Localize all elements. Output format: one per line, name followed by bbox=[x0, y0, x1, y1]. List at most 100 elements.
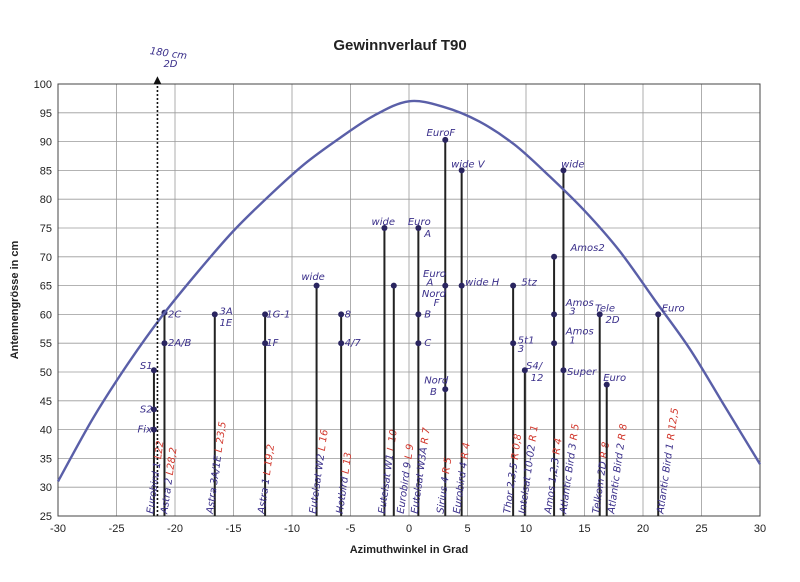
y-tick-label: 25 bbox=[40, 511, 52, 523]
annotation: 3A bbox=[219, 307, 232, 318]
y-axis-label: Antennengrösse in cm bbox=[9, 240, 21, 359]
antenna-point bbox=[211, 311, 218, 318]
antenna-point bbox=[458, 282, 465, 289]
x-tick-label: -30 bbox=[50, 523, 66, 535]
satellite-label: Atlantic Bird 3 R 5 bbox=[558, 423, 582, 515]
antenna-point bbox=[415, 340, 422, 347]
annotation: A bbox=[426, 278, 434, 289]
y-tick-label: 30 bbox=[40, 482, 52, 494]
annotation: 1 bbox=[569, 335, 575, 346]
x-tick-label: 0 bbox=[406, 523, 412, 535]
antenna-point bbox=[390, 282, 397, 289]
annotation: 1G-1 bbox=[266, 309, 290, 320]
y-tick-label: 95 bbox=[40, 108, 52, 120]
satellite-label: Astra 3A/1E L 23,5 bbox=[205, 421, 229, 515]
annotation: A bbox=[423, 229, 431, 240]
satellite-label: Eutelsat W2 L 16 bbox=[308, 429, 331, 515]
antenna-point bbox=[603, 381, 610, 388]
antenna-point bbox=[551, 340, 558, 347]
antenna-point bbox=[560, 367, 567, 374]
tick-labels: -30 -25 -20 -15 -10 -5 0 5 10 15 20 25 30 25 30 35 40 45 5… bbox=[34, 79, 766, 535]
antenna-point bbox=[150, 426, 157, 433]
annotation: EuroF bbox=[427, 128, 456, 139]
y-tick-label: 50 bbox=[40, 367, 52, 379]
plot-frame bbox=[57, 83, 761, 517]
antenna-point bbox=[442, 386, 449, 393]
x-axis-label: Azimuthwinkel in Grad bbox=[350, 544, 469, 556]
satellite-label: Atlantic Bird 2 R 8 bbox=[606, 423, 630, 515]
annotation: Amos bbox=[565, 327, 594, 338]
antenna-point bbox=[510, 282, 517, 289]
y-tick-label: 45 bbox=[40, 396, 52, 408]
annotation: Euro bbox=[408, 217, 431, 228]
antenna-point bbox=[596, 311, 603, 318]
x-tick-label: -20 bbox=[167, 523, 183, 535]
y-tick-label: 85 bbox=[40, 165, 52, 177]
y-tick-label: 80 bbox=[40, 194, 52, 206]
arrow-label-line1: 180 cm bbox=[149, 46, 188, 62]
annotation: 2C bbox=[168, 309, 181, 320]
x-tick-label: 10 bbox=[520, 523, 532, 535]
annotation: 3 bbox=[518, 344, 524, 355]
antenna-point bbox=[415, 225, 422, 231]
annotation: Amos2 bbox=[569, 243, 604, 254]
y-tick-label: 100 bbox=[34, 79, 52, 91]
annotation: B bbox=[430, 387, 437, 398]
antenna-point bbox=[262, 311, 269, 318]
x-tick-label: 15 bbox=[578, 523, 590, 535]
y-tick-label: 65 bbox=[40, 281, 52, 293]
annotation: B bbox=[424, 309, 431, 320]
annotation: wide V bbox=[451, 160, 486, 171]
antenna-point bbox=[150, 367, 157, 374]
antenna-point bbox=[442, 136, 449, 143]
annotation: Euro bbox=[423, 269, 446, 280]
x-tick-label: 5 bbox=[464, 523, 470, 535]
x-tick-label: 30 bbox=[754, 523, 766, 535]
annotation: wide bbox=[561, 160, 584, 171]
annotation: C bbox=[424, 338, 431, 349]
x-tick-label: 25 bbox=[695, 523, 707, 535]
annotation: 3 bbox=[569, 307, 575, 318]
annotation: 1F bbox=[266, 338, 278, 349]
annotation: F bbox=[434, 298, 440, 309]
antenna-point bbox=[560, 167, 567, 174]
annotation: 8 bbox=[345, 309, 351, 320]
annotation: 2D bbox=[606, 315, 620, 326]
chart-title: Gewinnverlauf T90 bbox=[333, 37, 466, 54]
annotation: wide H bbox=[465, 278, 500, 289]
antenna-point bbox=[150, 406, 157, 413]
annotation: Fix bbox=[138, 425, 153, 436]
x-tick-label: -10 bbox=[284, 523, 300, 535]
antenna-point bbox=[338, 340, 345, 347]
x-tick-label: -5 bbox=[346, 523, 356, 535]
arrow-head bbox=[153, 76, 162, 85]
antenna-point bbox=[338, 311, 345, 318]
antenna-point bbox=[442, 282, 449, 289]
annotation: 5t1 bbox=[518, 335, 535, 346]
annotation: S4/ bbox=[526, 361, 544, 372]
annotation: Super bbox=[567, 367, 597, 378]
y-tick-label: 70 bbox=[40, 252, 52, 264]
antenna-point bbox=[161, 340, 168, 347]
antenna-point bbox=[262, 340, 269, 347]
antenna-point bbox=[313, 282, 320, 289]
annotation: wide bbox=[301, 272, 324, 283]
annotation: wide bbox=[372, 217, 395, 228]
satellite-label: Eurobird 4 R 4 bbox=[452, 442, 473, 515]
annotation: Euro bbox=[662, 304, 685, 315]
antenna-point bbox=[551, 253, 558, 260]
satellite-label: Astra 1 L 19,2 bbox=[256, 444, 277, 516]
y-tick-label: 75 bbox=[40, 223, 52, 235]
satellite-label: Sirius 4 R 5 bbox=[435, 457, 454, 515]
annotation: 5tz bbox=[521, 278, 537, 289]
annotation: S2 bbox=[140, 404, 153, 415]
x-tick-label: 20 bbox=[637, 523, 649, 535]
satellite-label: Eutelsat W3A R 7 bbox=[410, 426, 433, 514]
antenna-point bbox=[415, 311, 422, 318]
antenna-point bbox=[381, 225, 388, 231]
antenna-point bbox=[551, 311, 558, 318]
y-tick-label: 40 bbox=[40, 425, 52, 437]
annotation: Amos bbox=[565, 298, 594, 309]
